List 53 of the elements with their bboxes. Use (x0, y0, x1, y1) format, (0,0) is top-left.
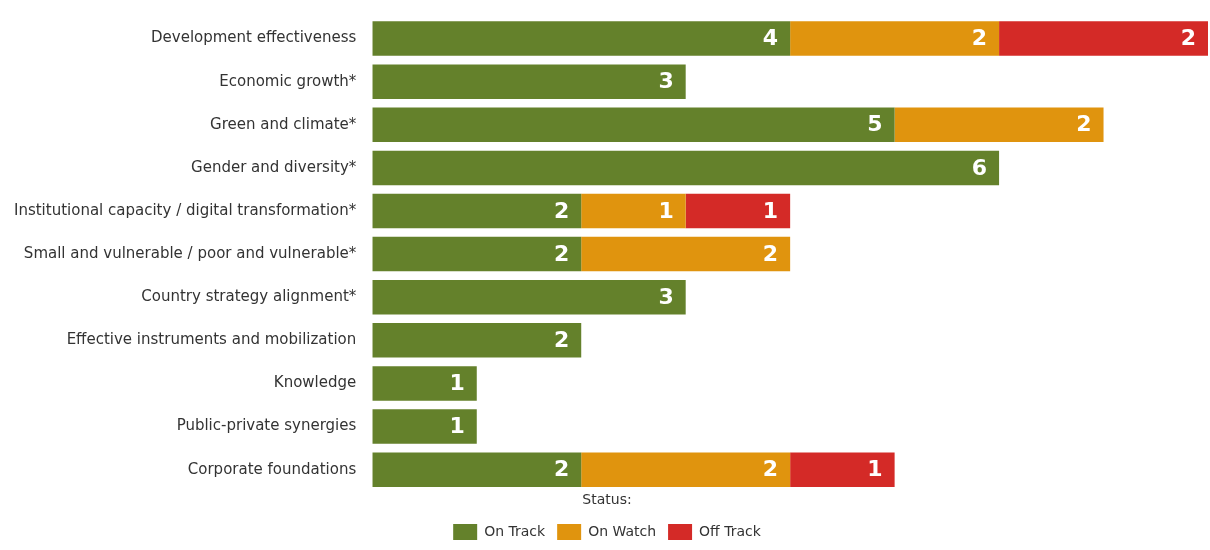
bar (372, 64, 686, 99)
data-label: 2 (553, 240, 570, 266)
data-label: 1 (867, 456, 883, 482)
bar (894, 107, 1104, 143)
y-tick-label: Small and vulnerable / poor and vulnerable* (23, 243, 357, 262)
bar (685, 193, 791, 229)
bar (372, 107, 895, 143)
bar (790, 452, 895, 487)
y-tick-label: Country strategy alignment* (141, 287, 357, 306)
y-tick-label: Public-private synergies (176, 416, 357, 435)
legend-label: Off Track (699, 522, 762, 539)
bar (372, 279, 686, 315)
data-label: 1 (658, 197, 674, 223)
bar (372, 452, 582, 487)
bar (581, 236, 791, 272)
data-label: 2 (1180, 25, 1196, 51)
bar (581, 452, 791, 487)
y-tick-label: Green and climate* (210, 114, 357, 133)
bar (372, 193, 582, 229)
data-label: 6 (971, 154, 988, 180)
data-label: 1 (762, 197, 779, 223)
y-tick-label: Corporate foundations (187, 459, 357, 478)
y-tick-label: Knowledge (273, 373, 357, 392)
y-tick-label: Development effectiveness (150, 28, 357, 47)
bar (999, 21, 1208, 56)
bar (790, 21, 1000, 56)
bar (372, 21, 791, 56)
data-label: 2 (553, 456, 570, 482)
data-label: 1 (449, 413, 465, 439)
y-tick-label: Gender and diversity* (191, 157, 357, 176)
bar (372, 236, 582, 272)
data-label: 2 (762, 456, 779, 482)
y-tick-label: Effective instruments and mobilization (66, 330, 357, 349)
legend-label: On Watch (588, 522, 657, 539)
y-tick-label: Economic growth* (219, 71, 357, 90)
legend-title: Status: (582, 490, 632, 507)
data-label: 3 (658, 68, 674, 94)
bar (372, 150, 1000, 186)
data-label: 2 (971, 25, 988, 51)
data-label: 1 (449, 370, 465, 396)
legend-label: On Track (484, 522, 547, 539)
data-label: 5 (867, 111, 883, 137)
data-label: 3 (658, 283, 674, 309)
data-label: 2 (762, 240, 779, 266)
bar (581, 193, 686, 229)
data-label: 2 (1076, 111, 1092, 137)
bar (372, 323, 582, 358)
data-label: 2 (553, 327, 570, 353)
data-label: 2 (553, 197, 570, 223)
y-tick-label: Institutional capacity / digital transformation* (13, 200, 357, 219)
bar (372, 366, 477, 401)
bar (372, 409, 477, 444)
data-label: 4 (762, 25, 779, 51)
